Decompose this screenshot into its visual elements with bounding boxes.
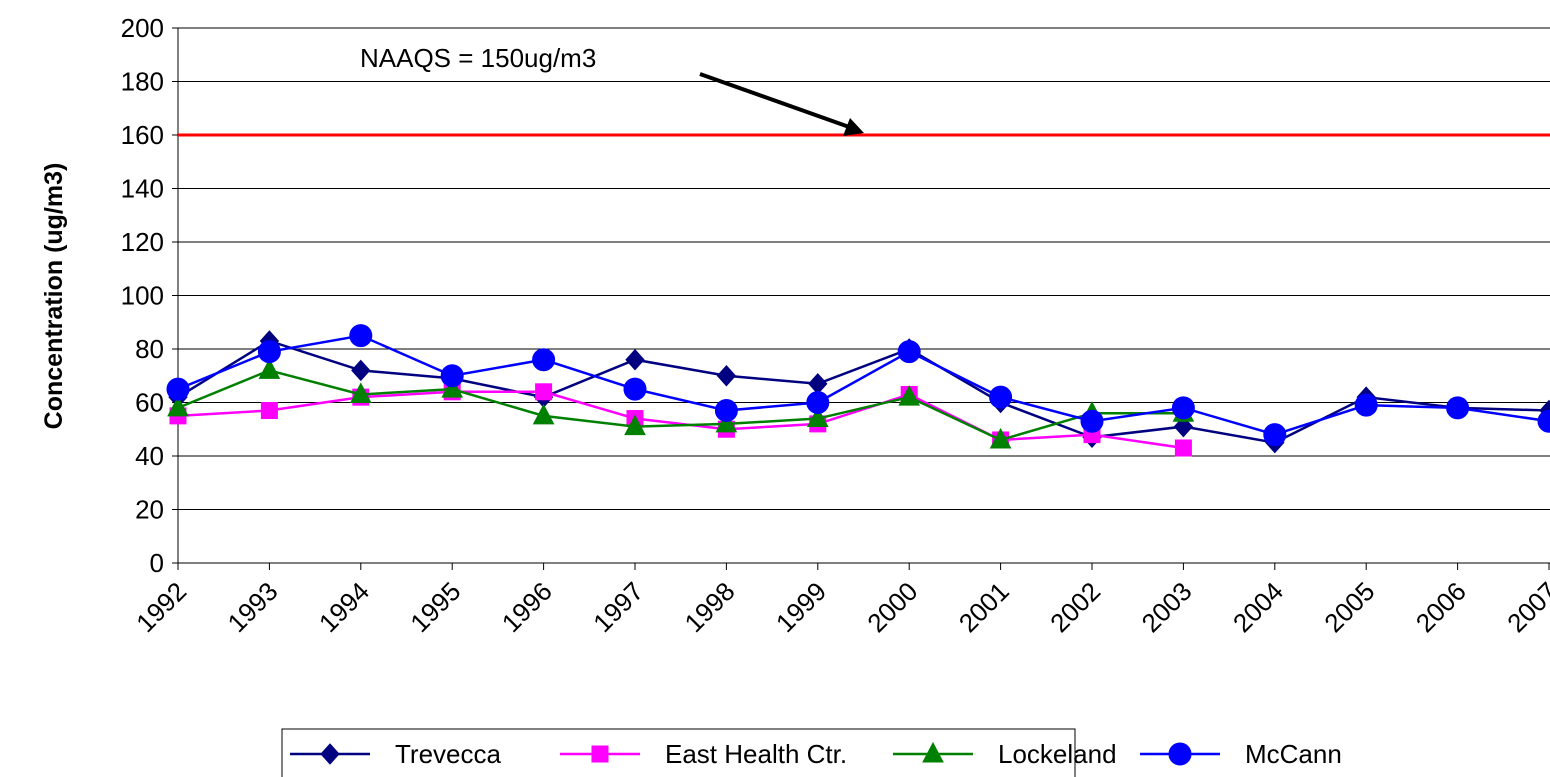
x-tick-label: 2006 (1410, 576, 1472, 638)
y-tick-label: 80 (135, 334, 164, 364)
x-tick-label: 2007 (1501, 576, 1550, 638)
marker (260, 402, 278, 420)
marker (1171, 396, 1195, 420)
annotation-arrow (699, 72, 853, 130)
marker (714, 399, 738, 423)
y-axis-title: Concentration (ug/m3) (40, 163, 68, 430)
marker (535, 383, 553, 401)
x-tick-label: 2003 (1136, 576, 1198, 638)
x-tick-label: 1993 (222, 576, 284, 638)
annotation-arrowhead (843, 118, 864, 136)
marker (349, 382, 372, 403)
marker (532, 403, 555, 425)
marker (441, 377, 464, 398)
marker (532, 348, 556, 372)
y-tick-label: 20 (135, 495, 164, 525)
y-tick-label: 60 (135, 388, 164, 418)
marker (349, 324, 373, 348)
marker (1354, 393, 1378, 417)
x-tick-label: 1992 (130, 576, 192, 638)
marker (1080, 409, 1104, 433)
legend-label: East Health Ctr. (665, 739, 847, 769)
y-tick-label: 180 (121, 67, 164, 97)
marker (989, 427, 1012, 449)
x-tick-label: 1997 (587, 576, 649, 638)
legend-label: Lockeland (998, 739, 1117, 769)
marker (1174, 439, 1192, 457)
x-tick-label: 2002 (1044, 576, 1106, 638)
marker (806, 406, 829, 428)
x-tick-label: 2005 (1318, 576, 1380, 638)
y-tick-label: 40 (135, 441, 164, 471)
marker (624, 414, 646, 436)
marker (258, 358, 281, 379)
y-tick-label: 140 (121, 174, 164, 204)
y-tick-label: 0 (150, 548, 164, 578)
marker (320, 743, 340, 765)
marker (440, 364, 464, 388)
legend-label: Trevecca (395, 739, 501, 769)
marker (625, 348, 645, 371)
marker (716, 365, 737, 387)
x-tick-label: 2001 (953, 576, 1015, 638)
y-tick-label: 200 (121, 13, 164, 43)
x-tick-label: 1996 (496, 576, 558, 638)
marker (1263, 423, 1287, 447)
legend-label: McCann (1245, 739, 1342, 769)
x-tick-label: 1994 (313, 576, 375, 638)
marker (351, 359, 371, 382)
x-tick-label: 1999 (770, 576, 832, 638)
series-line (177, 334, 1550, 436)
marker (1537, 409, 1550, 433)
marker (922, 741, 944, 763)
x-tick-label: 2004 (1227, 576, 1289, 638)
marker (715, 411, 738, 433)
y-tick-label: 120 (121, 227, 164, 257)
y-tick-label: 100 (121, 281, 164, 311)
marker (989, 385, 1013, 409)
x-tick-label: 2000 (861, 576, 923, 638)
x-tick-label: 1995 (404, 576, 466, 638)
series-line (177, 390, 1184, 450)
annotation: NAAQS = 150ug/m3 (360, 43, 596, 73)
y-tick-label: 160 (121, 120, 164, 150)
marker (806, 391, 830, 414)
marker (257, 340, 281, 364)
series-line (177, 369, 1184, 442)
marker (167, 395, 189, 417)
marker (1168, 742, 1192, 766)
marker (591, 745, 609, 763)
marker (166, 377, 190, 401)
marker (897, 340, 921, 364)
marker (1446, 396, 1470, 420)
marker (898, 385, 921, 406)
x-tick-label: 1998 (679, 576, 741, 638)
marker (623, 377, 647, 401)
series-line (177, 339, 1550, 444)
marker (808, 373, 828, 395)
